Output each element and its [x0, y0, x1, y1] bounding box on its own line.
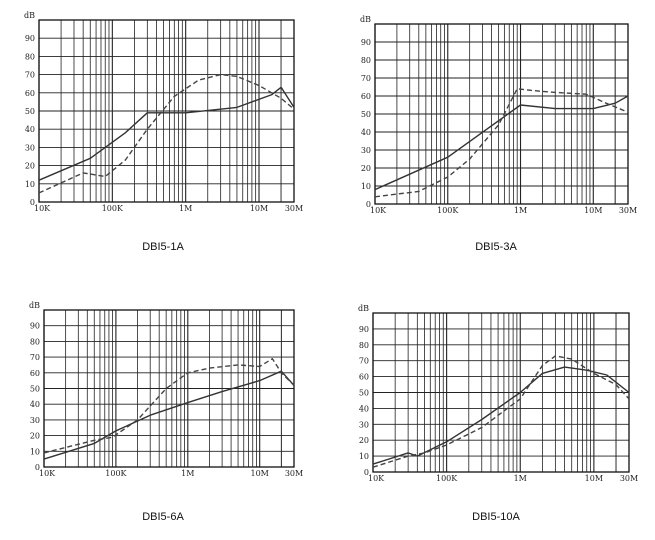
y-tick-label: 20: [25, 162, 35, 171]
chart-dbi5-6a: dB 0 10 20 30 40 50 60 70 80 90 10K 100K 1M 10M 30M DBI5…: [29, 301, 303, 523]
y-tick-label: 30: [30, 416, 40, 425]
y-tick-label: 40: [359, 404, 369, 413]
y-tick-label: 90: [25, 34, 35, 43]
plot-frame: [374, 23, 629, 205]
y-tick-label: 30: [25, 143, 35, 152]
y-tick-label: 80: [25, 52, 35, 61]
y-tick-label: 60: [30, 369, 40, 378]
dashed-series-line: [374, 88, 629, 198]
x-tick-label: 10M: [251, 469, 269, 478]
y-tick-label: 60: [361, 92, 371, 101]
y-tick-label: 0: [30, 198, 35, 207]
y-tick-label: 20: [30, 432, 40, 441]
solid-series-line: [38, 86, 295, 181]
y-tick-label: 10: [25, 180, 35, 189]
y-tick-label: 50: [25, 107, 35, 116]
x-tick-label: 1M: [514, 474, 527, 483]
dashed-series-line: [372, 355, 630, 468]
y-tick-label: 60: [25, 89, 35, 98]
y-tick-label: 0: [366, 200, 371, 209]
x-tick-label: 30M: [285, 204, 303, 213]
x-tick-label: 10K: [39, 469, 56, 478]
x-tick-label: 10K: [368, 474, 385, 483]
y-tick-label: 50: [359, 389, 369, 398]
chart-caption: DBI5-1A: [142, 241, 184, 253]
y-tick-label: 70: [361, 74, 371, 83]
y-tick-label: 50: [361, 110, 371, 119]
x-tick-label: 100K: [102, 204, 124, 213]
plot-frame: [43, 309, 295, 468]
y-tick-label: 50: [30, 385, 40, 394]
chart-caption: DBI5-10A: [472, 511, 520, 523]
y-tick-label: 60: [359, 373, 369, 382]
y-tick-label: 30: [359, 420, 369, 429]
y-tick-label: 70: [359, 357, 369, 366]
y-tick-label: 10: [361, 182, 371, 191]
x-tick-label: 30M: [619, 206, 637, 215]
y-tick-label: 70: [25, 71, 35, 80]
plot-frame: [38, 19, 295, 203]
y-tick-label: 40: [25, 125, 35, 134]
dashed-series-line: [38, 73, 295, 194]
chart-dbi5-3a: dB 0 10 20 30 40 50 60 70 80 90 10K 100K 1M 10M 30M DBI5…: [360, 15, 637, 253]
x-tick-label: 30M: [620, 474, 638, 483]
y-axis-label: dB: [29, 301, 40, 310]
x-tick-label: 10M: [250, 204, 268, 213]
y-tick-label: 0: [35, 463, 40, 472]
chart-dbi5-1a: dB 0 10 20 30 40 50 60 70 80 90 10K 100K 1M 10M 30M DBI5…: [24, 11, 303, 253]
x-tick-label: 100K: [436, 474, 458, 483]
x-tick-label: 100K: [105, 469, 127, 478]
y-tick-label: 80: [359, 341, 369, 350]
y-axis-label: dB: [24, 11, 35, 20]
y-tick-label: 80: [30, 337, 40, 346]
y-tick-label: 30: [361, 146, 371, 155]
y-tick-label: 90: [359, 325, 369, 334]
y-tick-label: 70: [30, 353, 40, 362]
y-tick-label: 20: [361, 164, 371, 173]
y-tick-label: 10: [30, 447, 40, 456]
y-tick-label: 40: [30, 400, 40, 409]
x-tick-label: 10K: [370, 206, 387, 215]
chart-caption: DBI5-6A: [142, 511, 184, 523]
y-axis-label: dB: [360, 15, 371, 24]
y-tick-label: 90: [361, 38, 371, 47]
y-tick-label: 10: [359, 452, 369, 461]
x-tick-label: 10M: [584, 206, 602, 215]
dashed-series-line: [43, 358, 295, 454]
chart-caption: DBI5-3A: [475, 241, 517, 253]
chart-dbi5-10a: dB 0 10 20 30 40 50 60 70 80 90 10K 100K 1M 10M 30M DBI5…: [358, 304, 638, 523]
solid-series-line: [374, 95, 629, 191]
y-axis-label: dB: [358, 304, 369, 313]
y-tick-label: 0: [364, 468, 369, 477]
x-tick-label: 10K: [34, 204, 51, 213]
x-tick-label: 10M: [585, 474, 603, 483]
y-tick-label: 20: [359, 436, 369, 445]
x-tick-label: 100K: [437, 206, 459, 215]
x-tick-label: 30M: [285, 469, 303, 478]
y-tick-label: 90: [30, 322, 40, 331]
y-tick-label: 80: [361, 56, 371, 65]
x-tick-label: 1M: [179, 204, 192, 213]
x-tick-label: 1M: [181, 469, 194, 478]
x-tick-label: 1M: [514, 206, 527, 215]
y-tick-label: 40: [361, 128, 371, 137]
